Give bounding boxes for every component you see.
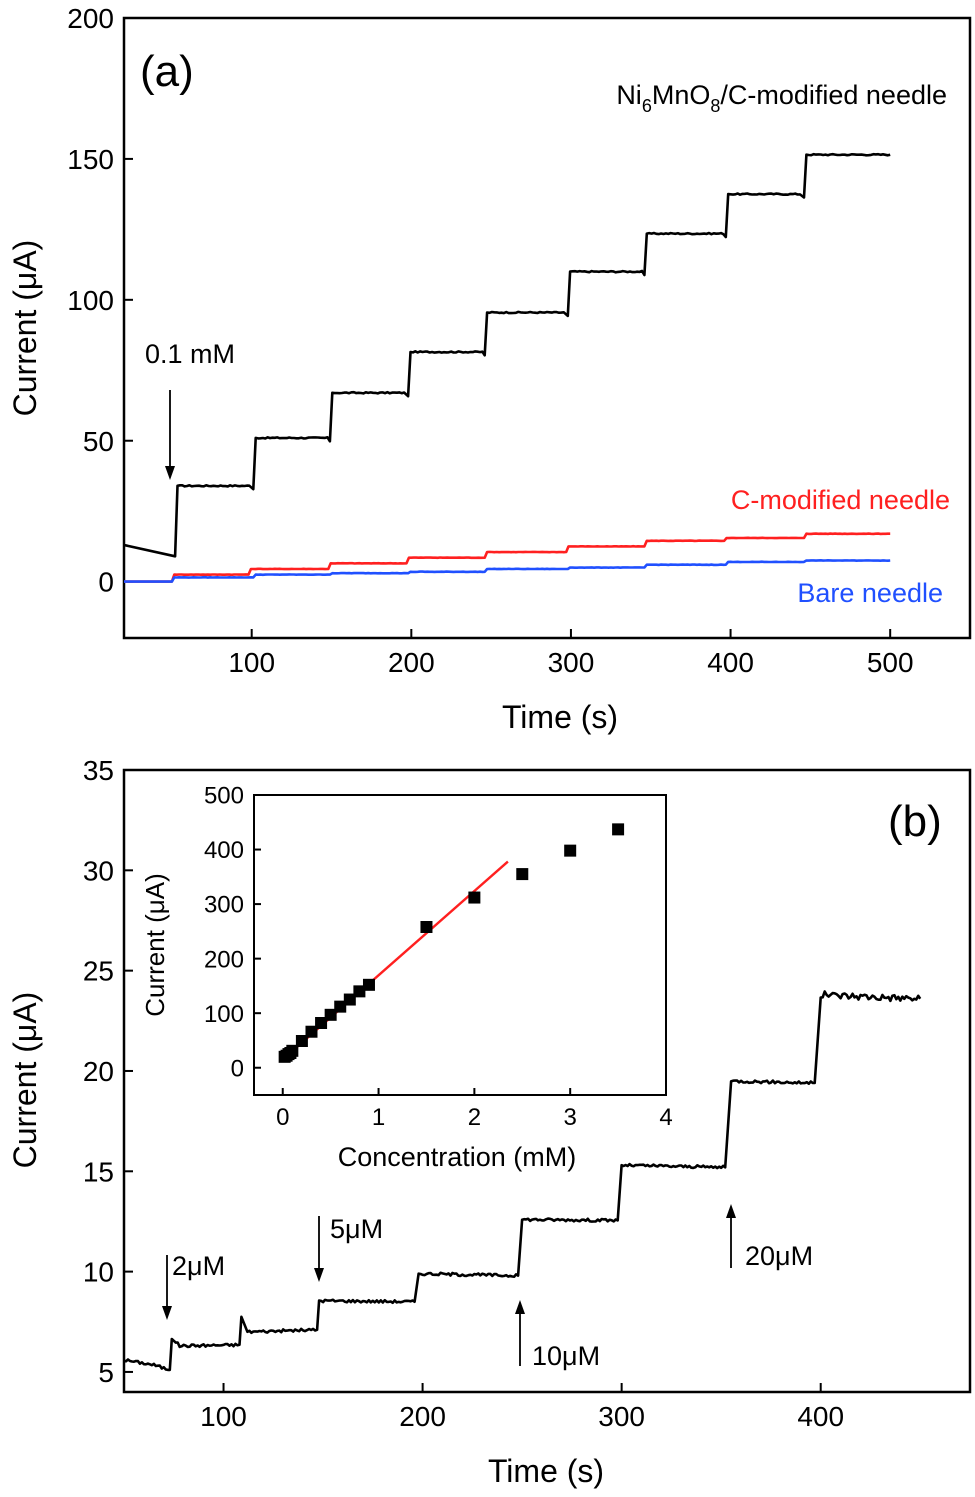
y-tick-label: 35 (83, 755, 114, 786)
panel-a-label: (a) (140, 47, 194, 96)
x-tick-label: 0 (276, 1104, 289, 1131)
inset-data-point (295, 1035, 308, 1047)
panel-b-frame (122, 768, 972, 1394)
inset-data-point (353, 985, 366, 998)
y-tick-label: 30 (83, 855, 114, 886)
inset-data-point (420, 921, 433, 933)
x-tick-label: 300 (598, 1401, 645, 1432)
panel-b-series (123, 990, 922, 1372)
y-tick-label: 200 (67, 3, 114, 34)
x-tick-label: 3 (564, 1104, 577, 1131)
series-line-amperometric (123, 990, 922, 1372)
y-tick-label: 50 (83, 426, 114, 457)
inset-x-axis: 0 1 2 3 4 (276, 1088, 673, 1131)
panel-a-y-label: Current (μA) (7, 240, 43, 417)
x-tick-label: 1 (372, 1104, 385, 1131)
annotation-2um: 2μM (172, 1251, 225, 1281)
inset-data-point (324, 1008, 337, 1021)
inset-data-point (343, 993, 356, 1006)
x-tick-label: 2 (468, 1104, 481, 1131)
y-tick-label: 100 (67, 285, 114, 316)
annotation-0-1mm-arrow-head (165, 466, 175, 480)
y-tick-label: 150 (67, 144, 114, 175)
inset-data-point (286, 1044, 299, 1057)
annotation-20um-arrow-head (726, 1204, 736, 1218)
panel-a-x-label: Time (s) (502, 699, 618, 735)
x-tick-label: 400 (797, 1401, 844, 1432)
x-tick-label: 4 (659, 1104, 672, 1131)
inset-marks (278, 823, 625, 1063)
legend-bare-label: Bare needle (797, 578, 943, 608)
y-tick-label: 5 (98, 1357, 114, 1388)
inset-data-point (468, 891, 481, 904)
inset-y-axis: 0 100 200 300 400 500 (204, 783, 261, 1082)
annotation-0-1mm: 0.1 mM (145, 339, 235, 369)
panel-b-x-axis: 100 200 300 400 (200, 1383, 844, 1432)
panel-b-y-label: Current (μA) (7, 992, 43, 1169)
x-tick-label: 500 (867, 647, 914, 678)
inset-data-point (334, 1000, 347, 1013)
x-tick-label: 400 (707, 647, 754, 678)
x-tick-label: 100 (228, 647, 275, 678)
inset-data-point (564, 844, 577, 857)
panel-b-label: (b) (888, 797, 942, 846)
x-tick-label: 100 (200, 1401, 247, 1432)
annotation-5um-arrow-head (314, 1268, 324, 1282)
x-tick-label: 300 (548, 647, 595, 678)
x-tick-label: 200 (388, 647, 435, 678)
inset-data-point (362, 978, 375, 991)
panel-a-frame (122, 16, 972, 640)
panel-a-x-axis: 100 200 300 400 500 (228, 629, 914, 678)
y-tick-label: 25 (83, 956, 114, 987)
panel-a-chart: 100 200 300 400 500 0 50 100 150 200 (a) Ni6MnO8… (7, 3, 972, 735)
y-tick-label: 500 (204, 783, 244, 810)
inset-data-point (516, 868, 529, 881)
inset-chart: 0 1 2 3 4 0 100 200 300 400 500 Concentration (mM… (140, 783, 673, 1172)
legend-ni6mno8-label: Ni6MnO8/C-modified needle (616, 80, 947, 116)
y-tick-label: 0 (98, 567, 114, 598)
series-line-ni6mno8-c-modified-needle (123, 152, 891, 558)
inset-data-point (305, 1025, 318, 1038)
y-tick-label: 200 (204, 946, 244, 973)
inset-y-label: Current (μA) (140, 873, 170, 1017)
panel-b-y-axis: 5 10 15 20 25 30 35 (83, 755, 133, 1388)
annotation-5um: 5μM (330, 1214, 383, 1244)
annotation-2um-arrow-head (162, 1306, 172, 1320)
y-tick-label: 10 (83, 1257, 114, 1288)
legend-c-modified-label: C-modified needle (731, 485, 950, 515)
y-tick-label: 100 (204, 1001, 244, 1028)
panel-b-x-label: Time (s) (488, 1453, 604, 1489)
x-tick-label: 200 (399, 1401, 446, 1432)
inset-x-label: Concentration (mM) (338, 1142, 577, 1172)
inset-frame (253, 794, 667, 1096)
inset-data-point (315, 1017, 328, 1029)
series-line-c-modified-needle (124, 532, 891, 583)
y-tick-label: 300 (204, 892, 244, 919)
annotation-10um-arrow-head (515, 1300, 525, 1314)
y-tick-label: 400 (204, 837, 244, 864)
inset-data-point (612, 823, 625, 836)
y-tick-label: 20 (83, 1056, 114, 1087)
annotation-10um: 10μM (532, 1341, 600, 1371)
series-line-bare-needle (124, 559, 891, 583)
y-tick-label: 0 (231, 1055, 244, 1082)
panel-a-y-axis: 0 50 100 150 200 (67, 3, 133, 598)
y-tick-label: 15 (83, 1156, 114, 1187)
annotation-20um: 20μM (745, 1241, 813, 1271)
panel-a-series (123, 152, 891, 583)
